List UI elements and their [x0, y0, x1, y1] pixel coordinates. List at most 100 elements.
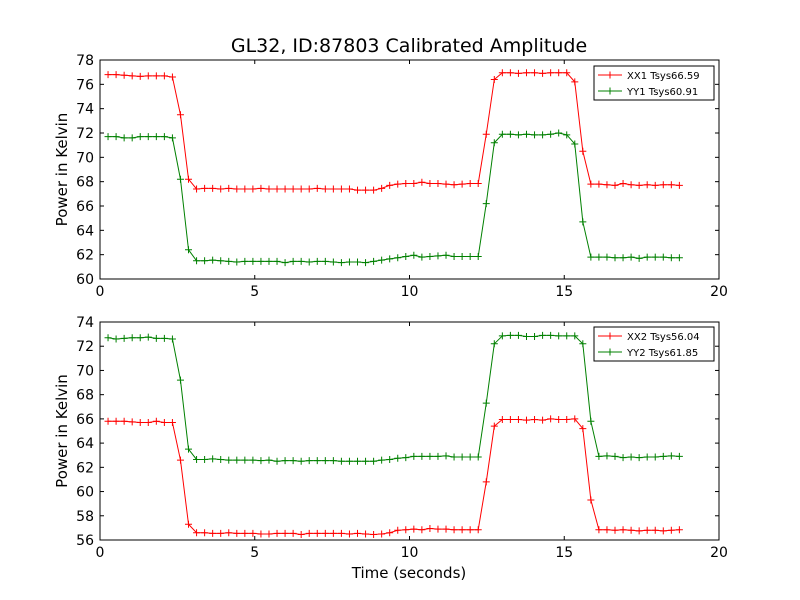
data-point [370, 257, 378, 265]
data-point [522, 69, 530, 77]
data-point [273, 185, 281, 193]
data-point [297, 257, 305, 265]
data-point [329, 529, 337, 537]
data-point [603, 452, 611, 460]
y-tick-label: 56 [76, 533, 94, 549]
data-point [193, 185, 201, 193]
data-point [506, 415, 514, 423]
data-point [313, 529, 321, 537]
data-point [160, 419, 168, 427]
data-point [168, 419, 176, 427]
data-point [643, 253, 651, 261]
data-point [152, 334, 160, 342]
data-point [450, 181, 458, 189]
data-point [128, 134, 136, 142]
legend-entry: YY2 Tsys61.85 [598, 348, 698, 359]
data-point [120, 417, 128, 425]
data-point [659, 452, 667, 460]
data-point [611, 452, 619, 460]
data-point [104, 71, 112, 79]
data-point [160, 72, 168, 80]
data-point [217, 257, 225, 265]
x-tick-label: 10 [401, 545, 419, 561]
data-point [522, 416, 530, 424]
legend-box [593, 326, 715, 362]
data-point [193, 529, 201, 537]
data-point [378, 184, 386, 192]
data-point [635, 454, 643, 462]
legend-marker [606, 87, 614, 95]
legend-label: XX2 Tsys56.04 [627, 332, 700, 343]
data-point [313, 257, 321, 265]
data-point [104, 334, 112, 342]
data-point [506, 331, 514, 339]
y-tick-label: 70 [76, 363, 94, 379]
y-tick-label: 74 [76, 102, 94, 118]
data-point [522, 130, 530, 138]
data-point [643, 181, 651, 189]
data-point [466, 252, 474, 260]
y-tick-label: 66 [76, 199, 94, 215]
data-point [265, 185, 273, 193]
data-point [201, 455, 209, 463]
data-point [394, 526, 402, 534]
x-tick-label: 5 [250, 545, 259, 561]
data-point [144, 133, 152, 141]
chart-panel-2: 0 5 10 15 20 56 58 60 62 64 66 68 70 72 74 Power in Kel… [53, 315, 728, 561]
data-point [257, 184, 265, 192]
data-point [233, 529, 241, 537]
data-point [112, 417, 120, 425]
y-axis-label: Power in Kelvin [53, 374, 71, 488]
data-point [571, 332, 579, 340]
data-point [418, 526, 426, 534]
data-point [555, 415, 563, 423]
data-point [193, 455, 201, 463]
data-point [305, 185, 313, 193]
data-point [201, 257, 209, 265]
data-point [659, 181, 667, 189]
data-point [345, 185, 353, 193]
data-point [450, 252, 458, 260]
data-point [265, 530, 273, 538]
data-point [144, 333, 152, 341]
data-point [450, 526, 458, 534]
data-point [201, 529, 209, 537]
x-tick-label: 15 [555, 284, 573, 300]
data-point [418, 452, 426, 460]
data-point [217, 455, 225, 463]
y-tick-label: 72 [76, 126, 94, 142]
data-point [603, 181, 611, 189]
legend-entry: YY1 Tsys60.91 [598, 87, 698, 98]
data-point [386, 181, 394, 189]
data-point [233, 185, 241, 193]
data-point [547, 331, 555, 339]
data-point [297, 185, 305, 193]
data-point [466, 179, 474, 187]
data-point [571, 415, 579, 423]
y-tick-label: 58 [76, 509, 94, 525]
data-point [209, 455, 217, 463]
data-point [225, 184, 233, 192]
x-tick-label: 5 [250, 284, 259, 300]
data-point [603, 526, 611, 534]
data-point [466, 453, 474, 461]
data-point [539, 131, 547, 139]
data-point [402, 179, 410, 187]
data-point [289, 529, 297, 537]
data-point [635, 527, 643, 535]
data-point [337, 529, 345, 537]
data-point [329, 258, 337, 266]
data-point [595, 452, 603, 460]
y-tick-label: 68 [76, 388, 94, 404]
data-point [168, 73, 176, 81]
data-point [611, 526, 619, 534]
data-point [354, 457, 362, 465]
data-point [587, 253, 595, 261]
data-point [225, 257, 233, 265]
data-point [394, 454, 402, 462]
data-point [595, 180, 603, 188]
data-point [442, 525, 450, 533]
data-point [514, 131, 522, 139]
data-point [120, 334, 128, 342]
data-point [362, 186, 370, 194]
